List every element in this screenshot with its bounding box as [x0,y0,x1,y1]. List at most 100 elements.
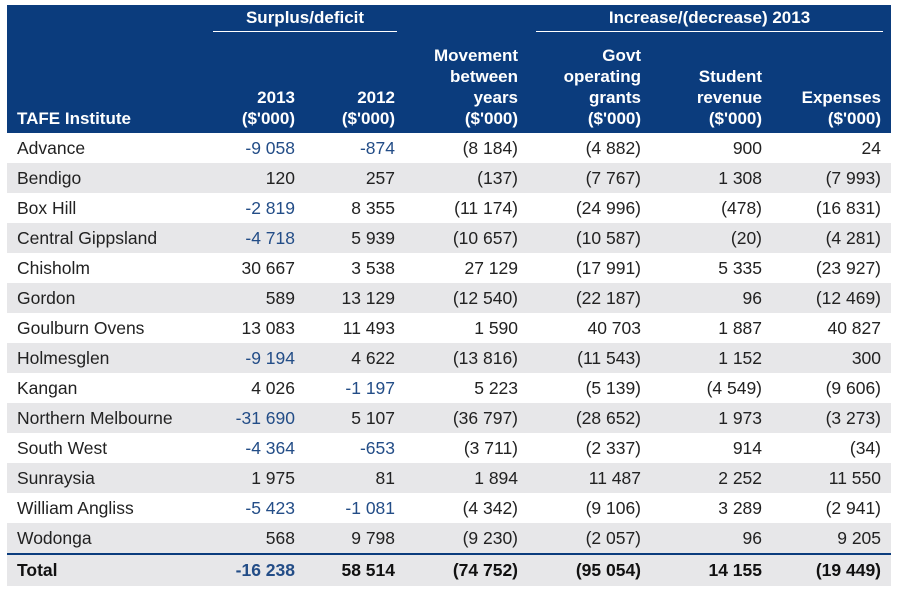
header-institute: TAFE Institute [7,5,205,133]
institute-name-cell: Advance [17,137,86,158]
table-row: Sunraysia 1 975 81 1 894 11 487 2 252 11 550 [7,463,892,493]
surplus-2013-cell: -2 819 [245,197,295,218]
student-revenue-cell: 5 335 [718,257,763,278]
govt-grants-cell: 11 487 [528,463,652,493]
movement-cell: 5 223 [474,377,519,398]
surplus-2012-cell: 257 [305,163,406,193]
total-label: Total [7,553,205,586]
movement-cell: (36 797) [405,403,529,433]
institute-name-cell: Box Hill [17,197,77,218]
total-movement: (74 752) [405,553,529,586]
table-row: Bendigo 120 257 (137) (7 767) 1 308 (7 993) [7,163,892,193]
institute-name-cell: Bendigo [7,163,205,193]
expenses-cell: (12 469) [772,283,892,313]
movement-cell: 1 894 [405,463,529,493]
table-row: South West -4 364 -653 (3 711) (2 337) 914 (34… [7,433,891,463]
surplus-2013-cell: -4 718 [205,223,305,253]
govt-grants-cell: (7 767) [528,163,652,193]
govt-grants-cell: (2 057) [528,523,652,554]
student-revenue-cell: 1 887 [718,317,763,338]
expenses-cell: (3 273) [772,403,892,433]
institute-name-cell: Sunraysia [7,463,205,493]
expenses-cell: 9 205 [772,523,892,554]
movement-cell: 1 590 [474,317,519,338]
table-footer: Total -16 238 58 514 (74 752) (95 054) 1… [7,553,892,586]
movement-cell: (12 540) [405,283,529,313]
surplus-2013-cell: 568 [205,523,305,554]
table-row: Chisholm 30 667 3 538 27 129 (17 991) 5 335 (2… [7,253,891,283]
table-row: Box Hill -2 819 8 355 (11 174) (24 996) (478)… [7,193,891,223]
movement-cell: (3 711) [463,437,519,458]
institute-name-cell: Kangan [17,377,78,398]
govt-grants-cell: (5 139) [585,377,642,398]
expenses-cell: 24 [861,137,882,158]
surplus-2012-cell: 13 129 [305,283,406,313]
table-row: Central Gippsland -4 718 5 939 (10 657) (10 … [7,223,892,253]
expenses-cell: 11 550 [772,463,892,493]
header-movement: Movement between years ($'000) [405,5,529,133]
govt-grants-cell: (24 996) [575,197,642,218]
institute-name-cell: Holmesglen [7,343,205,373]
surplus-2012-cell: -874 [359,137,396,158]
tafe-surplus-table-container: TAFE Institute Surplus/deficit Movement b… [7,5,892,586]
surplus-2012-cell: 4 622 [305,343,406,373]
surplus-2012-cell: 81 [305,463,406,493]
surplus-2012-cell: 9 798 [305,523,406,554]
movement-cell: (137) [405,163,529,193]
student-revenue-cell: (4 549) [706,377,763,398]
govt-grants-cell: 40 703 [587,317,642,338]
student-revenue-cell: 96 [651,283,773,313]
table-row: Advance -9 058 -874 (8 184) (4 882) 900 24 [7,133,891,163]
header-govt-grants: Govt operating grants ($'000) [528,33,652,133]
surplus-2012-cell: 11 493 [342,317,396,338]
govt-grants-cell: (17 991) [575,257,642,278]
expenses-cell: (7 993) [772,163,892,193]
movement-cell: (10 657) [405,223,529,253]
surplus-2013-cell: -5 423 [245,497,295,518]
movement-cell: (8 184) [462,137,519,158]
expenses-cell: 40 827 [827,317,882,338]
total-row: Total -16 238 58 514 (74 752) (95 054) 1… [7,553,892,586]
surplus-2013-cell: 1 975 [205,463,305,493]
header-group-increase: Increase/(decrease) 2013 [528,5,892,33]
student-revenue-cell: 900 [732,137,763,158]
surplus-2012-cell: -1 081 [345,497,396,518]
govt-grants-cell: (9 106) [585,497,642,518]
total-student-revenue: 14 155 [651,553,773,586]
movement-cell: (9 230) [405,523,529,554]
institute-name-cell: William Angliss [17,497,134,518]
total-expenses: (19 449) [772,553,892,586]
surplus-2013-cell: 30 667 [241,257,295,278]
govt-grants-cell: (22 187) [528,283,652,313]
surplus-2013-cell: 13 083 [241,317,295,338]
student-revenue-cell: 1 308 [651,163,773,193]
expenses-cell: 300 [772,343,892,373]
institute-name-cell: Gordon [7,283,205,313]
surplus-2013-cell: -4 364 [245,437,295,458]
table-row: Gordon 589 13 129 (12 540) (22 187) 96 (12 469… [7,283,892,313]
table-header: TAFE Institute Surplus/deficit Movement b… [7,5,892,133]
surplus-2012-cell: 3 538 [351,257,396,278]
header-expenses: Expenses ($'000) [772,33,892,133]
institute-name-cell: Goulburn Ovens [17,317,145,338]
surplus-2013-cell: 120 [205,163,305,193]
total-surplus-2012: 58 514 [305,553,406,586]
surplus-2012-cell: -653 [359,437,396,458]
student-revenue-cell: (20) [651,223,773,253]
header-2012: 2012 ($'000) [305,33,406,133]
surplus-2013-cell: 4 026 [251,377,295,398]
total-govt-grants: (95 054) [528,553,652,586]
header-group-surplus: Surplus/deficit [205,5,406,33]
surplus-2013-cell: -9 058 [245,137,295,158]
table-row: Holmesglen -9 194 4 622 (13 816) (11 543) 1 1… [7,343,892,373]
surplus-2012-cell: 8 355 [351,197,396,218]
movement-cell: 27 129 [464,257,519,278]
govt-grants-cell: (10 587) [528,223,652,253]
surplus-2012-cell: 5 939 [305,223,406,253]
student-revenue-cell: 914 [732,437,763,458]
student-revenue-cell: 96 [651,523,773,554]
table-row: Northern Melbourne -31 690 5 107 (36 797) (2… [7,403,892,433]
header-student-revenue: Student revenue ($'000) [651,33,773,133]
expenses-cell: (4 281) [772,223,892,253]
student-revenue-cell: 3 289 [718,497,763,518]
